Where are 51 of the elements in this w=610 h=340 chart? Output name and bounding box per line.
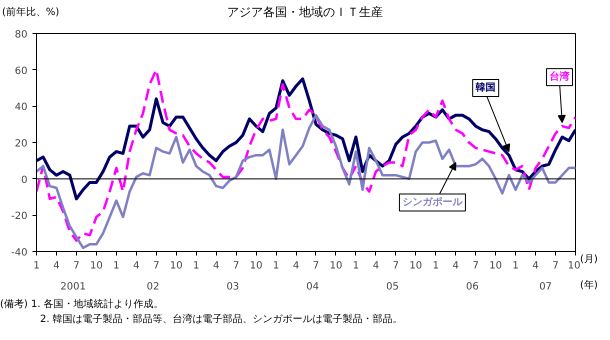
x-tick-label: 10 [568, 260, 581, 272]
x-axis-title: (月) [580, 253, 598, 267]
x-tick-label: 4 [532, 260, 539, 272]
text: 05 [386, 282, 399, 292]
y-tick-label: -20 [11, 211, 28, 222]
y-tick-label: -40 [11, 248, 28, 258]
x-tick-label: 1 [512, 260, 519, 272]
x-tick-label: 4 [53, 260, 60, 272]
text: 07 [539, 282, 552, 292]
x-tick-label: 7 [153, 260, 160, 272]
x-tick-label: 1 [352, 260, 360, 272]
x-tick-label: 4 [292, 260, 300, 272]
x-tick-label: 7 [472, 260, 479, 272]
text: 台湾 [550, 70, 571, 83]
x-tick-label: 7 [392, 260, 400, 272]
x-tick-label: 10 [409, 260, 422, 272]
x-tick-label: 1 [432, 260, 439, 272]
x-tick-label: 10 [330, 260, 342, 272]
text: (備考) 1. 各国・地域統計より作成。 [0, 298, 165, 312]
y-axis-title: (前年比、%) [2, 6, 60, 20]
text: 03 [226, 282, 240, 292]
text: 2. 韓国は電子製品・部品等、台湾は電子部品、シンガポールは電子製品・部品。 [40, 312, 403, 327]
x-tick-label: 4 [133, 260, 140, 272]
x-tick-label: 1 [272, 260, 280, 272]
x-tick-label: 1 [33, 260, 40, 272]
x-tick-label: 4 [212, 260, 220, 272]
x-tick-label: 10 [489, 260, 502, 272]
text: 2001 [60, 282, 86, 292]
x-tick-label: 10 [250, 260, 262, 272]
text: 韓国 [476, 82, 496, 94]
x-tick-label: 4 [372, 260, 380, 272]
y-tick-label: 60 [14, 66, 28, 77]
y-tick-label: 40 [14, 102, 28, 114]
x-tick-label: 7 [73, 260, 80, 272]
text: 04 [306, 282, 320, 292]
y-tick-label: 80 [14, 30, 28, 40]
x-tick-label: 7 [552, 260, 559, 272]
text: 02 [146, 282, 160, 292]
text: 06 [466, 282, 479, 292]
y-tick-label: 20 [14, 138, 28, 150]
x-tick-label: 7 [312, 260, 320, 272]
x-tick-label: 4 [452, 260, 459, 272]
series-label: シンガポール [402, 196, 464, 208]
x-tick-label: 10 [90, 260, 103, 272]
x-tick-label: 7 [232, 260, 240, 272]
y-tick-label: 0 [21, 174, 28, 186]
x-tick-label: 1 [113, 260, 120, 272]
x-tick-label: 1 [193, 260, 200, 272]
x-tick-label: 10 [170, 260, 183, 272]
chart-title: アジア各国・地域のＩＴ生産 [227, 5, 383, 19]
text: (年) [580, 279, 598, 293]
